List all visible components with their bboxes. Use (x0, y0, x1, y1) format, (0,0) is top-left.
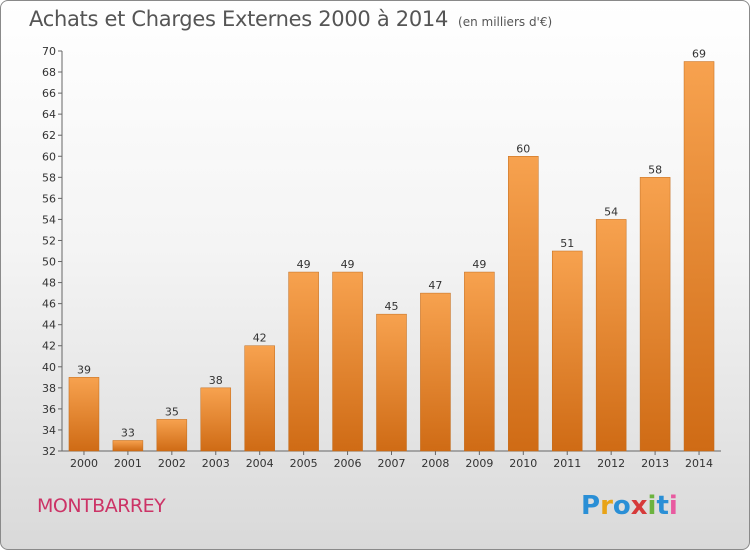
data-label: 49 (472, 258, 486, 271)
logo-letter: o (612, 491, 631, 521)
y-tick-label: 56 (42, 192, 56, 205)
y-tick-label: 68 (42, 66, 56, 79)
y-tick-label: 54 (42, 213, 56, 226)
axes: 32 34 36 38 40 42 44 46 48 50 52 54 56 58 60 62 64 66 68 70… (42, 45, 721, 470)
y-tick-label: 62 (42, 129, 56, 142)
data-label: 49 (341, 258, 355, 271)
chart-subtitle: (en milliers d'€) (458, 15, 553, 29)
bar (683, 61, 715, 452)
bar (420, 292, 451, 452)
bar (200, 387, 232, 452)
y-tick-label: 70 (42, 45, 56, 58)
y-tick-label: 38 (42, 382, 56, 395)
x-tick-label: 2005 (290, 457, 318, 470)
town-name: MONTBARREY (37, 495, 166, 517)
bar (288, 271, 319, 452)
data-label: 51 (560, 237, 574, 250)
data-label: 60 (516, 142, 530, 155)
x-tick-label: 2014 (685, 457, 713, 470)
data-label: 38 (209, 374, 223, 387)
x-tick-label: 2004 (246, 457, 274, 470)
bars (68, 61, 715, 452)
data-label: 49 (297, 258, 311, 271)
y-tick-label: 40 (42, 361, 56, 374)
logo-letter: r (600, 491, 613, 521)
data-labels: 39 33 35 38 42 49 49 45 47 49 60 51 54 58 69 (77, 48, 706, 440)
x-tick-label: 2008 (421, 457, 449, 470)
bar (595, 219, 627, 452)
bar (156, 419, 188, 452)
y-tick-label: 60 (42, 150, 56, 163)
y-tick-label: 44 (42, 319, 56, 332)
y-tick-label: 36 (42, 403, 56, 416)
x-tick-label: 2006 (334, 457, 362, 470)
bar (464, 271, 495, 452)
data-label: 69 (692, 48, 706, 61)
bar (551, 250, 583, 452)
x-tick-label: 2002 (158, 457, 186, 470)
data-label: 47 (428, 279, 442, 292)
bar (508, 156, 539, 452)
x-tick-label: 2000 (70, 457, 98, 470)
data-label: 54 (604, 205, 618, 218)
y-tick-label: 34 (42, 424, 56, 437)
y-tick-label: 32 (42, 445, 56, 458)
x-tick-label: 2012 (597, 457, 625, 470)
y-tick-label: 64 (42, 108, 56, 121)
data-label: 39 (77, 363, 91, 376)
x-tick-label: 2011 (553, 457, 581, 470)
logo-letter: i (668, 491, 678, 521)
bar (68, 377, 100, 452)
title-text: Achats et Charges Externes 2000 à 2014 (29, 7, 449, 31)
logo-letter: P (581, 491, 601, 521)
x-tick-label: 2007 (378, 457, 406, 470)
data-label: 33 (121, 426, 135, 439)
data-label: 35 (165, 405, 179, 418)
data-label: 45 (385, 300, 399, 313)
bar (376, 313, 407, 452)
x-tick-label: 2013 (641, 457, 669, 470)
x-tick-label: 2010 (509, 457, 537, 470)
data-label: 42 (253, 332, 267, 345)
bar (332, 271, 363, 452)
x-tick-label: 2003 (202, 457, 230, 470)
y-tick-label: 48 (42, 277, 56, 290)
x-tick-label: 2001 (114, 457, 142, 470)
bar (639, 177, 671, 452)
logo-letter: i (647, 491, 657, 521)
proxiti-logo: Proxiti (581, 491, 678, 521)
y-tick-label: 46 (42, 298, 56, 311)
y-tick-label: 42 (42, 340, 56, 353)
x-tick-label: 2009 (465, 457, 493, 470)
y-tick-label: 66 (42, 87, 56, 100)
bar (112, 440, 144, 452)
logo-letter: t (656, 491, 669, 521)
bar (244, 345, 275, 452)
y-tick-label: 50 (42, 256, 56, 269)
data-label: 58 (648, 163, 662, 176)
logo-letter: x (630, 491, 648, 521)
chart-title: Achats et Charges Externes 2000 à 2014 (e… (29, 7, 552, 31)
y-tick-label: 52 (42, 234, 56, 247)
y-tick-label: 58 (42, 171, 56, 184)
